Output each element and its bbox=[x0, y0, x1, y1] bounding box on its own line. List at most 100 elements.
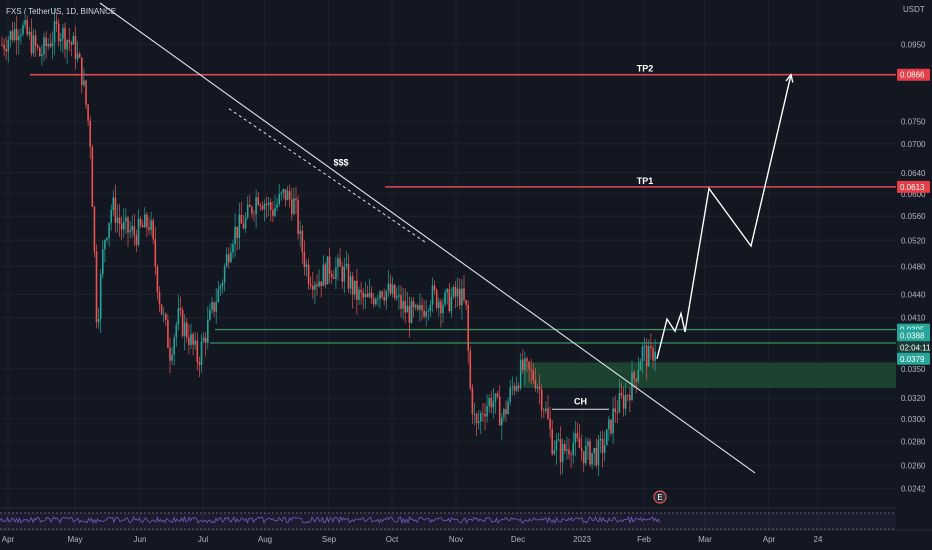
candle-body bbox=[519, 359, 522, 388]
candle-body bbox=[97, 319, 100, 323]
candle-body bbox=[603, 445, 606, 453]
candle-body bbox=[396, 296, 398, 299]
candle-body bbox=[341, 266, 343, 282]
projection-path[interactable] bbox=[656, 74, 792, 359]
candle-body bbox=[391, 284, 394, 294]
candle-body bbox=[561, 443, 564, 462]
candle-body bbox=[64, 27, 66, 50]
candle-body bbox=[102, 249, 104, 275]
candle-body bbox=[301, 230, 304, 252]
candle-body bbox=[515, 385, 518, 391]
candle-body bbox=[633, 372, 635, 379]
candle-body bbox=[505, 409, 507, 415]
candle-body bbox=[223, 266, 226, 283]
candle-body bbox=[601, 438, 604, 453]
y-tick-label: 0.0600 bbox=[901, 190, 926, 199]
dashed-trendline[interactable] bbox=[228, 108, 428, 244]
candle-body bbox=[179, 308, 182, 311]
candle-body bbox=[312, 285, 314, 290]
candle-body bbox=[637, 370, 640, 382]
candle-body bbox=[217, 288, 220, 303]
candle-body bbox=[78, 53, 81, 58]
candle-body bbox=[230, 252, 232, 263]
candle-body bbox=[123, 221, 125, 230]
candle-body bbox=[160, 304, 163, 315]
candle-body bbox=[631, 372, 633, 401]
symbol-header: FXS / TetherUS, 1D, BINANCE bbox=[6, 7, 116, 16]
candle-body bbox=[511, 386, 514, 388]
candle-body bbox=[645, 345, 648, 367]
candle-body bbox=[389, 283, 392, 294]
descending-trendline[interactable] bbox=[99, 2, 756, 474]
candle-body bbox=[421, 304, 423, 311]
candle-body bbox=[114, 197, 117, 223]
candle-body bbox=[423, 310, 425, 317]
candle-body bbox=[106, 238, 108, 240]
candle-body bbox=[406, 305, 409, 313]
candle-body bbox=[488, 397, 490, 407]
candle-body bbox=[574, 433, 577, 443]
price-tag-text: 02:04:11 bbox=[900, 343, 931, 352]
chart-annotation: $$$ bbox=[333, 157, 348, 167]
candle-body bbox=[482, 413, 484, 415]
event-circle-icon bbox=[653, 490, 667, 504]
candle-body bbox=[219, 286, 222, 289]
x-tick-label: Aug bbox=[258, 535, 272, 544]
candle-body bbox=[307, 264, 310, 285]
candle-body bbox=[190, 334, 192, 346]
candle-body bbox=[629, 395, 631, 401]
candle-body bbox=[295, 198, 297, 201]
candle-body bbox=[89, 120, 91, 148]
candle-body bbox=[417, 305, 419, 310]
candle-body bbox=[177, 308, 180, 325]
candle-body bbox=[513, 386, 516, 391]
candle-body bbox=[568, 449, 570, 455]
candle-body bbox=[440, 301, 442, 314]
y-tick-label: 0.0560 bbox=[901, 212, 926, 221]
price-axis[interactable]: 0.0950 0.0750 0.0700 0.0640 0.0600 0.0560 0.05… bbox=[896, 0, 932, 530]
candle-body bbox=[249, 204, 251, 207]
candle-body bbox=[18, 36, 20, 41]
candle-body bbox=[209, 309, 211, 320]
candle-body bbox=[259, 204, 262, 206]
candle-body bbox=[194, 340, 196, 345]
candle-body bbox=[612, 408, 614, 434]
candle-body bbox=[303, 251, 306, 268]
candle-body bbox=[524, 358, 526, 371]
x-tick-label: Dec bbox=[511, 535, 525, 544]
candle-body bbox=[358, 289, 360, 300]
candle-body bbox=[431, 285, 434, 305]
time-axis[interactable]: Apr May Jun Jul Aug Sep Oct Nov Dec 2023 Feb Mar Apr… bbox=[0, 529, 932, 550]
candle-body bbox=[202, 337, 205, 342]
candle-body bbox=[251, 206, 253, 214]
x-tick-label: Jun bbox=[134, 535, 147, 544]
candle-body bbox=[648, 346, 650, 367]
candle-body bbox=[639, 361, 642, 371]
candle-body bbox=[263, 203, 266, 210]
candle-body bbox=[345, 263, 348, 267]
candle-body bbox=[36, 45, 39, 48]
candle-body bbox=[425, 311, 427, 317]
candle-body bbox=[650, 346, 652, 349]
candle-body bbox=[131, 226, 133, 231]
candle-body bbox=[534, 380, 537, 389]
candle-body bbox=[162, 313, 165, 315]
candle-body bbox=[34, 35, 37, 46]
candle-body bbox=[335, 267, 337, 279]
candle-body bbox=[83, 80, 85, 85]
candle-body bbox=[198, 362, 201, 365]
candle-body bbox=[85, 80, 87, 105]
candle-body bbox=[549, 418, 551, 430]
candle-body bbox=[635, 378, 637, 382]
candle-body bbox=[387, 283, 390, 291]
candle-body bbox=[152, 220, 154, 240]
candle-body bbox=[213, 302, 215, 312]
candle-body bbox=[87, 104, 89, 121]
event-icon[interactable]: E bbox=[653, 490, 667, 504]
y-tick-label: 0.0280 bbox=[901, 437, 926, 446]
x-tick-label: Sep bbox=[322, 535, 337, 544]
candle-body bbox=[240, 214, 243, 224]
candle-body bbox=[435, 290, 438, 308]
candle-body bbox=[173, 337, 175, 355]
